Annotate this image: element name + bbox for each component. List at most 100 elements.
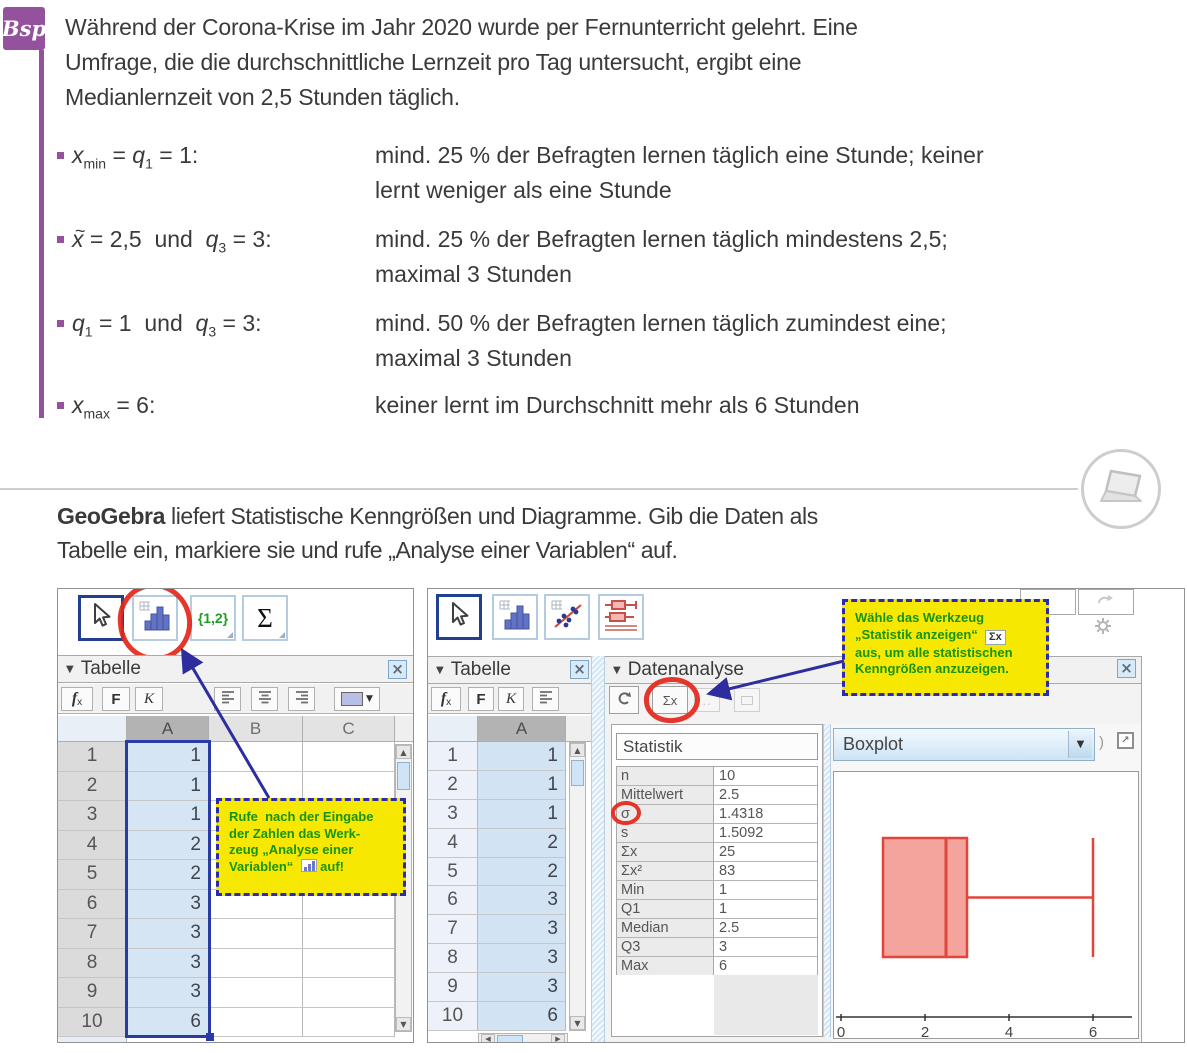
redo-button[interactable] <box>1078 589 1134 615</box>
panel-splitter[interactable] <box>591 656 605 1042</box>
row-number-cell[interactable]: 2 <box>58 771 127 801</box>
one-variable-analysis-tool-button[interactable] <box>492 594 538 640</box>
row-number-cell[interactable]: 5 <box>58 860 127 890</box>
collapse-icon[interactable]: ▼ <box>613 664 621 676</box>
italic-button[interactable]: K <box>135 687 163 711</box>
row-number-cell[interactable]: 10 <box>428 1002 478 1031</box>
scroll-right-icon[interactable]: ▶ <box>551 1034 565 1042</box>
align-left-button[interactable] <box>214 687 241 711</box>
italic-button[interactable]: K <box>498 687 524 711</box>
data-cell[interactable]: 1 <box>478 742 566 771</box>
options-button[interactable] <box>609 686 639 714</box>
row-number-cell[interactable]: 4 <box>58 830 127 860</box>
chart-type-dropdown[interactable]: Boxplot ▼ <box>833 728 1095 761</box>
show-statistics-button[interactable]: Σx <box>652 686 688 714</box>
color-dropdown-button[interactable]: ▼ <box>334 687 380 711</box>
selection-handle[interactable] <box>206 1033 214 1041</box>
list-tool-button[interactable]: {1,2} <box>190 595 236 641</box>
empty-cell[interactable] <box>209 742 303 772</box>
row-number-cell[interactable]: 3 <box>58 801 127 831</box>
column-header-a[interactable]: A <box>127 716 209 742</box>
data-cell[interactable]: 3 <box>127 978 209 1008</box>
scrollbar-thumb[interactable] <box>571 760 584 786</box>
row-number-cell[interactable]: 1 <box>58 742 127 772</box>
row-number-cell[interactable]: 8 <box>428 944 478 974</box>
row-number-cell[interactable]: 6 <box>58 889 127 919</box>
close-icon[interactable]: × <box>570 660 589 679</box>
move-tool-button[interactable] <box>436 594 482 640</box>
empty-cell[interactable] <box>209 771 303 801</box>
row-number-cell[interactable]: 7 <box>58 919 127 949</box>
empty-cell[interactable] <box>303 948 395 978</box>
scroll-left-icon[interactable]: ◀ <box>481 1034 495 1042</box>
corner-cell[interactable] <box>428 716 478 742</box>
show-data-button[interactable]: .. <box>694 688 720 712</box>
row-number-cell[interactable]: 1 <box>428 742 478 771</box>
corner-cell[interactable] <box>58 716 127 742</box>
scroll-up-icon[interactable]: ▲ <box>396 745 411 759</box>
align-right-button[interactable] <box>288 687 315 711</box>
align-center-button[interactable] <box>251 687 278 711</box>
data-cell[interactable]: 2 <box>478 857 566 887</box>
data-cell[interactable]: 3 <box>478 915 566 945</box>
data-cell[interactable]: 2 <box>127 860 209 890</box>
row-number-cell[interactable]: 6 <box>428 886 478 916</box>
row-number-cell[interactable]: 3 <box>428 799 478 829</box>
align-left-button[interactable] <box>532 687 559 711</box>
data-cell[interactable]: 3 <box>478 886 566 916</box>
data-cell[interactable]: 1 <box>127 742 209 772</box>
empty-cell[interactable] <box>303 978 395 1008</box>
data-cell[interactable]: 3 <box>478 944 566 974</box>
regression-analysis-tool-button[interactable] <box>544 594 590 640</box>
data-cell[interactable]: 1 <box>478 799 566 829</box>
empty-cell[interactable] <box>303 919 395 949</box>
vertical-scrollbar[interactable]: ▲ ▼ <box>569 742 586 1031</box>
data-cell[interactable]: 2 <box>478 828 566 858</box>
sum-tool-button[interactable]: Σ <box>242 595 288 641</box>
data-cell[interactable]: 1 <box>478 770 566 800</box>
data-cell[interactable]: 6 <box>127 1007 209 1037</box>
data-cell[interactable]: 3 <box>127 919 209 949</box>
column-header-c[interactable]: C <box>303 716 395 742</box>
data-cell[interactable]: 3 <box>127 889 209 919</box>
bold-button[interactable]: F <box>468 687 494 711</box>
scroll-down-icon[interactable]: ▼ <box>396 1017 411 1031</box>
empty-cell[interactable] <box>209 978 303 1008</box>
multi-variable-analysis-tool-button[interactable] <box>598 594 644 640</box>
panel-splitter[interactable] <box>823 724 831 1037</box>
close-icon[interactable]: × <box>388 660 407 679</box>
data-cell[interactable]: 6 <box>478 1002 566 1031</box>
row-number-cell[interactable]: 2 <box>428 770 478 800</box>
empty-cell[interactable] <box>303 1007 395 1037</box>
data-cell[interactable]: 3 <box>127 948 209 978</box>
data-cell[interactable]: 1 <box>127 801 209 831</box>
empty-cell[interactable] <box>303 742 395 772</box>
gear-icon[interactable] <box>1094 617 1112 640</box>
data-cell[interactable]: 1 <box>127 771 209 801</box>
show-plot2-button[interactable] <box>734 688 760 712</box>
column-header-b[interactable]: B <box>209 716 303 742</box>
empty-cell[interactable] <box>303 771 395 801</box>
collapse-icon[interactable]: ▼ <box>436 664 444 676</box>
row-number-cell[interactable]: 7 <box>428 915 478 945</box>
export-icon[interactable]: ↗ <box>1117 732 1134 749</box>
row-number-cell[interactable]: 9 <box>58 978 127 1008</box>
horizontal-scrollbar[interactable]: ◀ ▶ <box>478 1033 568 1042</box>
scroll-down-icon[interactable]: ▼ <box>570 1016 585 1030</box>
empty-cell[interactable] <box>209 919 303 949</box>
scroll-up-icon[interactable]: ▲ <box>570 743 585 757</box>
collapse-icon[interactable]: ▼ <box>66 663 74 675</box>
one-variable-analysis-tool-button[interactable] <box>132 595 178 641</box>
row-number-cell[interactable]: 5 <box>428 857 478 887</box>
column-header-a[interactable]: A <box>478 716 566 742</box>
empty-cell[interactable] <box>209 1007 303 1037</box>
row-number-cell[interactable]: 9 <box>428 973 478 1003</box>
row-number-cell[interactable]: 4 <box>428 828 478 858</box>
row-number-cell[interactable]: 10 <box>58 1007 127 1037</box>
data-cell[interactable]: 3 <box>478 973 566 1003</box>
move-tool-button[interactable] <box>78 595 124 641</box>
bold-button[interactable]: F <box>102 687 130 711</box>
scrollbar-thumb[interactable] <box>497 1035 523 1042</box>
